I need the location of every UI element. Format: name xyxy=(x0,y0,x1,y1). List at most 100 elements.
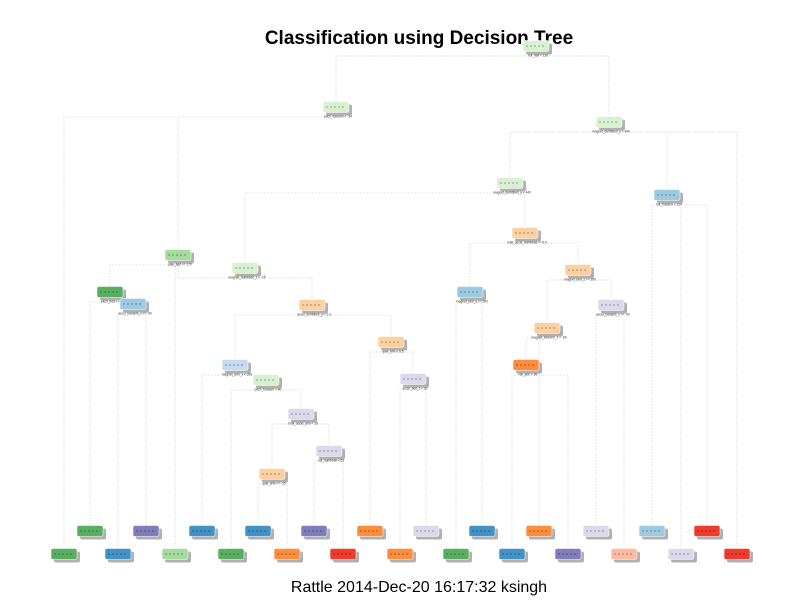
tree-edge xyxy=(595,310,612,526)
node-box xyxy=(525,525,553,537)
tree-edge xyxy=(469,238,526,287)
node-box xyxy=(217,548,245,560)
rattle-caption: Rattle 2014-Dec-20 16:17:32 ksingh xyxy=(290,579,548,596)
tree-edge xyxy=(271,419,302,469)
split-rule-label: roll_arm < 99 xyxy=(519,373,538,377)
node-box xyxy=(161,548,189,560)
tree-edge xyxy=(524,238,579,265)
node-box xyxy=(188,525,216,537)
leaf-node xyxy=(104,548,134,563)
tree-edge xyxy=(608,127,668,190)
tree-edge xyxy=(546,275,579,323)
leaf-node xyxy=(188,525,218,540)
node-box xyxy=(723,548,751,560)
tree-edge xyxy=(328,456,344,549)
node-box xyxy=(693,525,721,537)
split-node: yaw_belt >= 170 xyxy=(164,249,194,267)
tree-edge xyxy=(390,347,414,374)
node-box xyxy=(164,249,192,261)
node-box xyxy=(119,298,147,310)
split-node: roll_belt < 130 xyxy=(522,40,552,58)
leaf-node xyxy=(412,525,442,540)
node-box xyxy=(456,286,484,298)
node-box xyxy=(582,525,610,537)
tree-edge xyxy=(244,188,511,263)
split-rule-label: magnet_dumbbell_y < 440 xyxy=(592,130,630,134)
tree-edge xyxy=(300,419,330,446)
leaf-node xyxy=(554,548,584,563)
node-box xyxy=(522,40,550,52)
split-node: magnet_forearm_z < -66 xyxy=(532,322,567,340)
split-node: pitch_forearm < 40 xyxy=(252,374,282,392)
split-rule-label: accel_dumbbell_y < 1.3 xyxy=(297,313,331,317)
leaf-node xyxy=(161,548,191,563)
split-rule-label: pitch_belt < -43 xyxy=(101,300,123,304)
split-node: magnet_belt_y >= 560 xyxy=(456,286,488,304)
node-box xyxy=(533,322,561,334)
tree-edge xyxy=(271,479,288,549)
tree-edge xyxy=(369,347,392,526)
split-node: roll_dumbbell < 63 xyxy=(315,445,345,463)
tree-edge xyxy=(511,370,527,549)
tree-nodes: roll_belt < 130 pitch_forearm < -34 magnet… xyxy=(50,40,753,563)
split-node: roll_arm < 99 xyxy=(512,359,542,377)
leaf-node xyxy=(386,548,416,563)
node-box xyxy=(244,525,272,537)
node-box xyxy=(231,262,259,274)
tree-edge xyxy=(89,297,111,526)
tree-edge xyxy=(535,51,610,117)
split-node: magnet_dumbbell_y < 440 xyxy=(493,177,531,195)
split-node: magnet_belt_z >= 290 xyxy=(564,264,596,282)
split-rule-label: yaw_arm < 0.5 xyxy=(383,350,404,354)
node-box xyxy=(252,374,280,386)
node-box xyxy=(96,286,124,298)
leaf-node xyxy=(498,548,528,563)
tree-edge xyxy=(63,112,337,549)
node-box xyxy=(104,548,132,560)
tree-edge xyxy=(525,333,548,360)
node-box xyxy=(298,299,326,311)
tree-edge xyxy=(455,297,471,549)
split-node: accel_belt_z < 30 xyxy=(399,373,429,391)
node-box xyxy=(377,336,405,348)
leaf-node xyxy=(525,525,555,540)
split-rule-label: yaw_belt >= 170 xyxy=(168,263,192,267)
split-node: roll_forearm < 120 xyxy=(653,189,683,207)
leaf-node xyxy=(244,525,274,540)
node-box xyxy=(322,101,350,113)
tree-edge xyxy=(610,310,625,549)
leaf-node xyxy=(273,548,303,563)
split-rule-label: magnet_dumbbell_y < 440 xyxy=(493,191,531,195)
tree-edge xyxy=(469,297,483,526)
tree-edge xyxy=(412,384,427,526)
split-node: accel_forearm_x >= -90 xyxy=(118,298,152,316)
node-box xyxy=(496,177,524,189)
node-box xyxy=(564,264,592,276)
node-box xyxy=(300,525,328,537)
node-box xyxy=(412,525,440,537)
tree-edge xyxy=(509,188,526,228)
leaf-node xyxy=(693,525,723,540)
tree-edge xyxy=(234,310,313,360)
node-box xyxy=(329,548,357,560)
node-box xyxy=(273,548,301,560)
split-rule-label: total_accel_dumbbell >= 6.5 xyxy=(507,241,547,245)
split-rule-label: total_accel_arm < 19 xyxy=(288,422,318,426)
node-box xyxy=(554,548,582,560)
split-rule-label: magnet_belt_z >= 290 xyxy=(564,278,596,282)
node-box xyxy=(468,525,496,537)
node-box xyxy=(287,408,315,420)
tree-edge xyxy=(577,275,612,300)
split-rule-label: accel_forearm_x >= -90 xyxy=(118,312,152,316)
tree-edge xyxy=(117,309,134,549)
tree-edges xyxy=(63,51,738,549)
split-node: magnet_dumbbell_y < 440 xyxy=(592,116,630,134)
tree-edge xyxy=(666,200,682,549)
tree-edge xyxy=(399,384,414,549)
node-box xyxy=(132,525,160,537)
tree-edge xyxy=(177,112,337,250)
leaf-node xyxy=(638,525,668,540)
leaf-node xyxy=(582,525,612,540)
tree-edge xyxy=(538,333,548,526)
leaf-node xyxy=(442,548,472,563)
